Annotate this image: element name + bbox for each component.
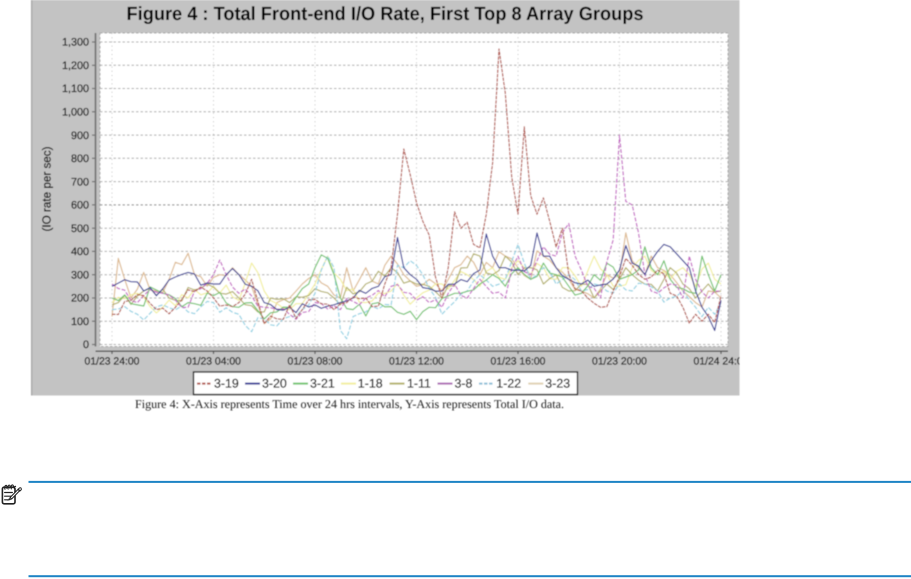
svg-text:3-21: 3-21 bbox=[310, 377, 335, 391]
svg-text:01/23 04:00: 01/23 04:00 bbox=[186, 357, 241, 368]
svg-text:900: 900 bbox=[71, 130, 89, 142]
svg-text:1,000: 1,000 bbox=[62, 107, 89, 119]
svg-text:0: 0 bbox=[83, 339, 89, 351]
svg-text:3-19: 3-19 bbox=[214, 377, 239, 391]
svg-text:01/23 12:00: 01/23 12:00 bbox=[389, 357, 444, 368]
svg-text:3-23: 3-23 bbox=[545, 377, 570, 391]
svg-text:1,100: 1,100 bbox=[62, 83, 89, 95]
svg-text:400: 400 bbox=[71, 246, 89, 258]
svg-text:(IO rate per sec): (IO rate per sec) bbox=[41, 146, 54, 231]
svg-text:01/23 20:00: 01/23 20:00 bbox=[592, 357, 647, 368]
svg-text:100: 100 bbox=[71, 316, 89, 328]
svg-text:01/23 08:00: 01/23 08:00 bbox=[288, 357, 343, 368]
svg-text:1-11: 1-11 bbox=[407, 377, 431, 391]
svg-text:1,300: 1,300 bbox=[62, 37, 89, 49]
svg-text:1,200: 1,200 bbox=[62, 60, 89, 72]
svg-text:3-20: 3-20 bbox=[262, 377, 287, 391]
svg-text:Figure 4 : Total Front-end I/O: Figure 4 : Total Front-end I/O Rate, Fir… bbox=[127, 4, 644, 25]
svg-text:800: 800 bbox=[71, 153, 89, 165]
svg-text:01/24 24:00: 01/24 24:00 bbox=[694, 357, 749, 368]
svg-text:600: 600 bbox=[71, 200, 89, 212]
svg-text:200: 200 bbox=[71, 293, 89, 305]
svg-text:1-22: 1-22 bbox=[496, 377, 521, 391]
svg-text:Figure 4: X-Axis represents Ti: Figure 4: X-Axis represents Time over 24… bbox=[135, 397, 564, 411]
svg-text:01/23 16:00: 01/23 16:00 bbox=[491, 357, 546, 368]
svg-text:1-18: 1-18 bbox=[358, 377, 383, 391]
svg-text:300: 300 bbox=[71, 269, 89, 281]
svg-text:3-8: 3-8 bbox=[455, 377, 473, 391]
svg-text:700: 700 bbox=[71, 176, 89, 188]
svg-text:01/23 24:00: 01/23 24:00 bbox=[85, 357, 140, 368]
svg-text:500: 500 bbox=[71, 223, 89, 235]
